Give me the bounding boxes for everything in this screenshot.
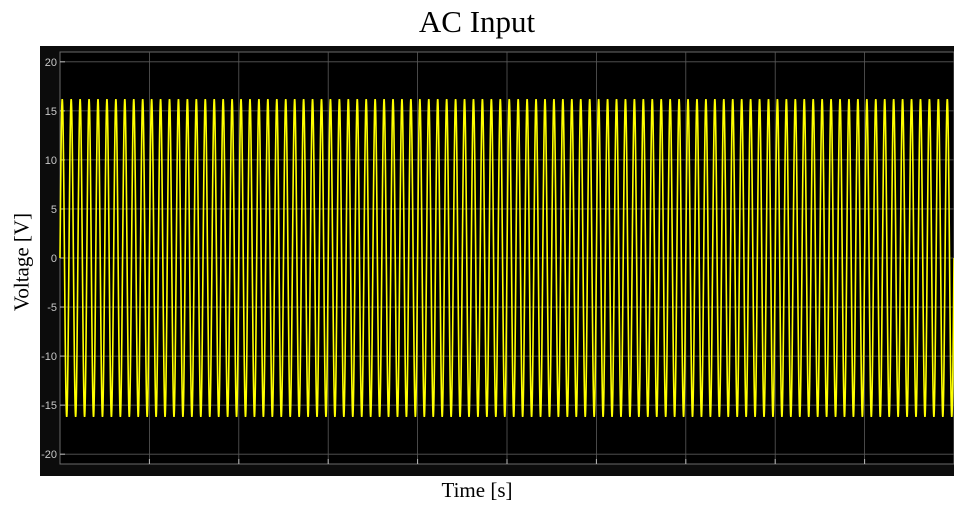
y-tick-label: 10 — [45, 155, 57, 167]
y-tick-label: -5 — [47, 302, 57, 314]
plot-area: 20 15 10 5 0 -5 -10 -15 -20 — [41, 51, 954, 465]
chart-title: AC Input — [418, 4, 536, 39]
y-axis-label: Voltage [V] — [9, 212, 34, 312]
y-tick-label: 0 — [51, 253, 57, 265]
y-tick-label: 15 — [45, 106, 57, 118]
x-axis-label: Time [s] — [441, 478, 513, 502]
y-tick-labels: 20 15 10 5 0 -5 -10 -15 -20 — [41, 57, 57, 461]
y-tick-label: 20 — [45, 57, 57, 69]
y-tick-label: 5 — [51, 204, 57, 216]
signal-trace-0 — [59, 98, 954, 418]
y-tick-label: -20 — [41, 449, 57, 461]
signal-layer — [59, 98, 954, 418]
y-tick-label: -10 — [41, 351, 57, 363]
y-tick-label: -15 — [41, 400, 57, 412]
